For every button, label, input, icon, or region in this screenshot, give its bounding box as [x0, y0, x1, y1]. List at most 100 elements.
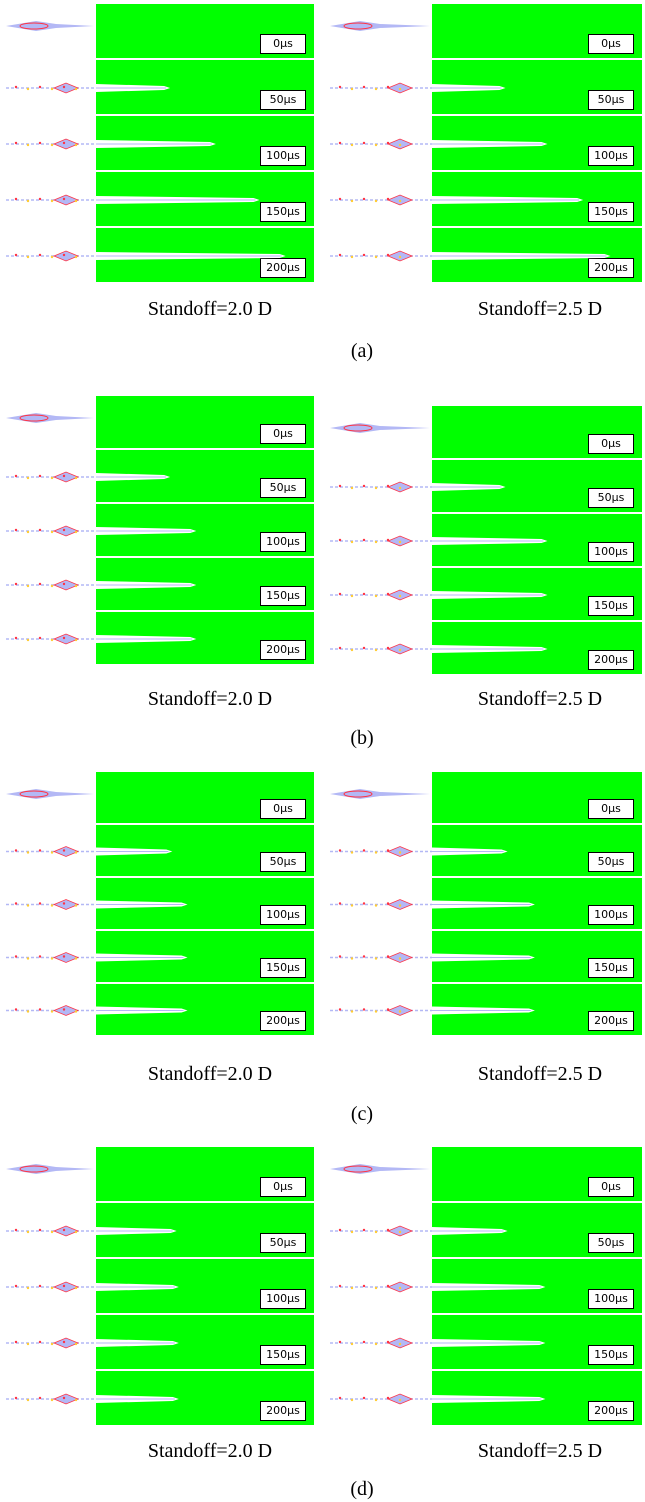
time-label: 100μs	[260, 905, 306, 925]
debris-dot	[362, 85, 366, 89]
time-label: 50μs	[588, 852, 634, 872]
debris-dot	[50, 638, 54, 642]
time-label: 150μs	[588, 958, 634, 978]
debris-dot	[38, 902, 42, 905]
debris-dot	[14, 141, 18, 145]
debris-dot	[26, 530, 30, 534]
debris-dot	[338, 902, 342, 905]
debris-dot	[350, 540, 354, 544]
debris-dot	[398, 1230, 402, 1234]
time-label: 200μs	[260, 640, 306, 660]
debris-dot	[374, 957, 378, 960]
debris-dot	[398, 957, 402, 960]
time-label: 150μs	[260, 202, 306, 222]
time-label: 100μs	[260, 146, 306, 166]
debris-dot	[398, 87, 402, 91]
debris-dot	[374, 255, 378, 259]
debris-dot	[38, 85, 42, 89]
jet-head	[19, 1165, 49, 1173]
debris-dot	[350, 1342, 354, 1346]
debris-dot	[38, 849, 42, 852]
debris-dot	[38, 636, 42, 640]
debris-dot	[14, 474, 18, 478]
debris-dot	[350, 1010, 354, 1013]
debris-dot	[386, 646, 390, 650]
debris-dot	[74, 904, 78, 907]
jet-slug	[52, 250, 80, 262]
debris-dot	[338, 1340, 342, 1344]
debris-dot	[50, 851, 54, 854]
debris-dot	[74, 584, 78, 588]
debris-dot	[38, 1008, 42, 1011]
debris-dot	[26, 476, 30, 480]
debris-dot	[398, 594, 402, 598]
debris-dot	[74, 638, 78, 642]
debris-dot	[50, 530, 54, 534]
debris-dot	[374, 648, 378, 652]
debris-dot	[374, 1286, 378, 1290]
debris-dot	[26, 87, 30, 91]
debris-dot	[38, 1340, 42, 1344]
time-label: 200μs	[588, 1011, 634, 1031]
debris-dot	[386, 1284, 390, 1288]
jet-slug	[52, 1005, 80, 1016]
debris-dot	[38, 253, 42, 257]
debris-dot	[362, 592, 366, 596]
debris-dot	[386, 253, 390, 257]
debris-dot	[374, 199, 378, 203]
time-label: 50μs	[588, 488, 634, 508]
debris-dot	[62, 85, 66, 89]
debris-dot	[374, 1342, 378, 1346]
debris-dot	[398, 1286, 402, 1290]
time-label: 50μs	[260, 1233, 306, 1253]
time-label: 0μs	[588, 1177, 634, 1197]
debris-dot	[362, 646, 366, 650]
debris-dot	[338, 646, 342, 650]
debris-dot	[362, 1340, 366, 1344]
debris-dot	[74, 143, 78, 147]
debris-dot	[350, 486, 354, 490]
debris-dot	[74, 1398, 78, 1402]
debris-dot	[50, 476, 54, 480]
debris-dot	[38, 1396, 42, 1400]
debris-dot	[338, 538, 342, 542]
debris-dot	[50, 1010, 54, 1013]
jet-slug	[52, 525, 80, 537]
debris-dot	[50, 199, 54, 203]
debris-dot	[374, 1230, 378, 1234]
debris-dot	[14, 197, 18, 201]
time-label: 200μs	[260, 1011, 306, 1031]
jet-head	[19, 790, 49, 798]
debris-dot	[398, 648, 402, 652]
time-label: 0μs	[588, 434, 634, 454]
debris-dot	[74, 957, 78, 960]
jet-slug	[52, 952, 80, 963]
jet-slug	[52, 82, 80, 94]
standoff-caption: Standoff=2.0 D	[147, 1063, 273, 1085]
debris-dot	[50, 904, 54, 907]
debris-dot	[74, 1010, 78, 1013]
debris-dot	[362, 484, 366, 488]
time-label: 150μs	[588, 1345, 634, 1365]
debris-dot	[374, 594, 378, 598]
standoff-caption: Standoff=2.5 D	[477, 688, 603, 710]
debris-dot	[14, 1340, 18, 1344]
debris-dot	[14, 955, 18, 958]
